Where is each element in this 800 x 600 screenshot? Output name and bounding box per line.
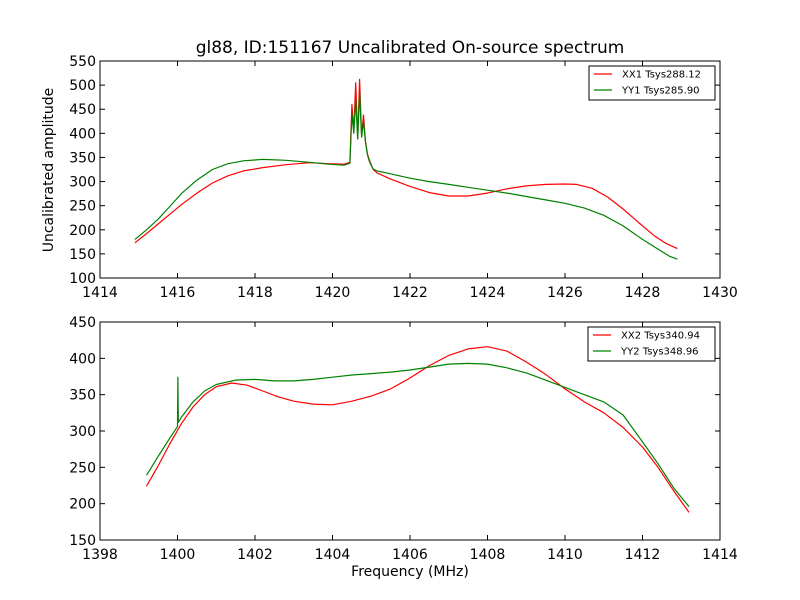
x-tick-label: 1424 [470, 285, 506, 301]
x-tick-label: 1408 [470, 547, 506, 563]
y-tick-label: 500 [69, 78, 96, 94]
y-tick-label: 150 [69, 247, 96, 263]
series-line-xx1 [134, 78, 678, 250]
bottom-subplot: 1398 1400 1402 1404 1406 1408 1410 1412 1414 150 2… [69, 315, 738, 580]
y-tick-label: 450 [69, 102, 96, 118]
x-tick-label: 1412 [625, 547, 661, 563]
legend-label-yy1: YY1 Tsys285.90 [621, 86, 700, 97]
x-tick-label: 1402 [237, 547, 273, 563]
y-tick-label: 350 [69, 388, 96, 404]
legend-label-yy2: YY2 Tsys348.96 [620, 347, 699, 358]
y-tick-label: 300 [69, 175, 96, 191]
y-tick-label: 100 [69, 271, 96, 287]
legend-label-xx2: XX2 Tsys340.94 [621, 331, 700, 342]
x-tick-label: 1426 [547, 285, 583, 301]
y-tick-label: 550 [69, 54, 96, 70]
legend-label-xx1: XX1 Tsys288.12 [622, 70, 701, 81]
bottom-legend: XX2 Tsys340.94 YY2 Tsys348.96 [587, 326, 716, 362]
top-legend: XX1 Tsys288.12 YY1 Tsys285.90 [588, 65, 716, 101]
bottom-series-group [145, 346, 690, 513]
y-tick-label: 400 [69, 126, 96, 142]
x-tick-label: 1418 [237, 285, 273, 301]
y-tick-label: 350 [69, 150, 96, 166]
bottom-legend-box [587, 326, 716, 362]
top-subplot: gl88, ID:151167 Uncalibrated On-source s… [41, 38, 738, 301]
top-legend-box [588, 65, 716, 101]
series-line-yy2 [145, 362, 690, 507]
x-tick-label: 1400 [160, 547, 196, 563]
x-tick-label: 1420 [315, 285, 351, 301]
top-series-group [134, 78, 678, 260]
y-axis-label-top: Uncalibrated amplitude [41, 88, 57, 253]
x-tick-label: 1398 [82, 547, 118, 563]
x-tick-label: 1422 [392, 285, 428, 301]
y-tick-label: 300 [69, 424, 96, 440]
x-tick-label: 1416 [160, 285, 196, 301]
x-tick-label: 1406 [392, 547, 428, 563]
series-line-yy1 [134, 91, 678, 260]
y-tick-label: 200 [69, 497, 96, 513]
y-tick-label: 450 [69, 315, 96, 331]
y-tick-label: 400 [69, 351, 96, 367]
chart-title: gl88, ID:151167 Uncalibrated On-source s… [196, 38, 625, 58]
top-ticks: 1414 1416 1418 1420 1422 1424 1426 1428 1430 100 1… [69, 54, 738, 301]
x-tick-label: 1404 [315, 547, 351, 563]
series-line-xx2 [145, 346, 690, 513]
y-tick-label: 250 [69, 199, 96, 215]
top-plot-frame [99, 60, 721, 279]
x-tick-label: 1414 [82, 285, 118, 301]
x-tick-label: 1428 [625, 285, 661, 301]
bottom-ticks: 1398 1400 1402 1404 1406 1408 1410 1412 1414 150 2… [69, 315, 738, 563]
y-tick-label: 150 [69, 533, 96, 549]
x-tick-label: 1410 [547, 547, 583, 563]
y-tick-label: 250 [69, 460, 96, 476]
bottom-plot-frame [99, 321, 721, 541]
y-tick-label: 200 [69, 223, 96, 239]
x-tick-label: 1414 [702, 547, 738, 563]
x-tick-label: 1430 [702, 285, 738, 301]
x-axis-label: Frequency (MHz) [351, 564, 469, 580]
